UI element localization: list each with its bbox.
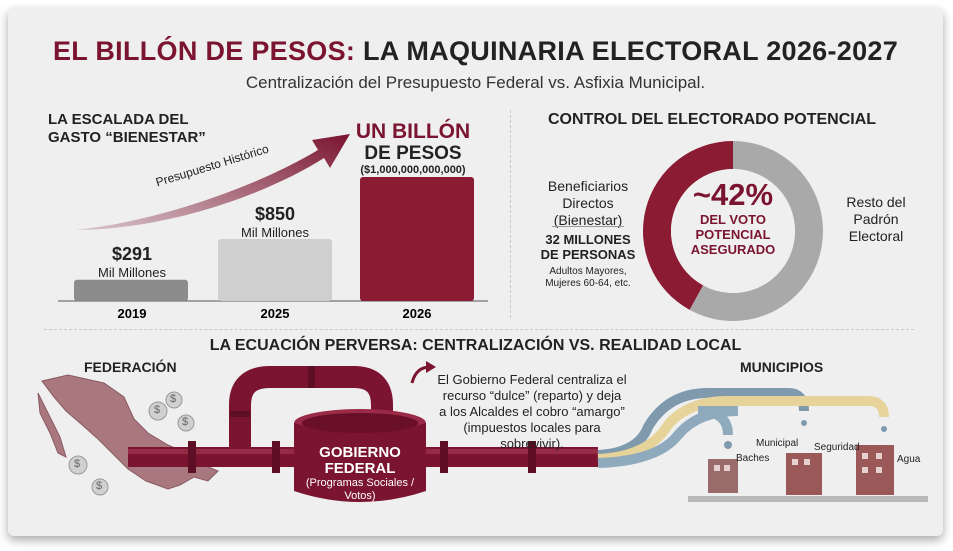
municipal-pipe-blue-2 — [597, 406, 739, 468]
bar-2019 — [74, 279, 188, 301]
federation-label: FEDERACIÓN — [84, 359, 177, 375]
beneficiaries-label: Beneficiarios Directos (Bienestar) — [547, 178, 629, 228]
bar-2026 — [360, 177, 474, 301]
section-divider-vertical — [510, 110, 511, 318]
spending-bar-chart — [58, 177, 488, 302]
page-subtitle: Centralización del Presupuesto Federal v… — [245, 73, 706, 92]
spending-heading: LA ESCALADA DEL GASTO “BIENESTAR” — [48, 111, 206, 146]
federal-tank — [294, 423, 426, 502]
donut-hole — [671, 169, 795, 293]
coin-symbol: $ — [154, 404, 161, 416]
federal-tank-label: GOBIERNO FEDERAL (Programas Sociales / V… — [305, 444, 415, 503]
year-2026: 2026 — [402, 306, 432, 321]
beneficiaries-note: Adultos Mayores, Mujeres 60-64, etc. — [545, 266, 631, 289]
centralization-note: El Gobierno Federal centraliza el recurso… — [437, 372, 627, 451]
historic-budget-arrow — [74, 134, 350, 230]
water-drop-icons — [724, 420, 887, 449]
crumbling-building-icons — [708, 445, 894, 495]
electorate-donut-chart — [643, 141, 823, 321]
bar-2019-label: $291 Mil Millones — [98, 244, 166, 280]
pipeline-illustration — [37, 361, 928, 502]
coin-symbol: $ — [96, 480, 103, 492]
infographic-card: EL BILLÓN DE PESOS: LA MAQUINARIA ELECTO… — [8, 8, 943, 536]
municipal-pipe-yellow — [597, 396, 889, 464]
potholes-label: Baches — [736, 453, 770, 464]
municipal-label: Municipal — [756, 438, 799, 449]
bar-2026-label: UN BILLÓN DE PESOS ($1,000,000,000,000) — [355, 120, 471, 177]
municipalities-label: MUNICIPIOS — [740, 359, 824, 375]
donut-slice-beneficiaries — [643, 141, 733, 310]
year-2019: 2019 — [117, 306, 147, 321]
year-2025: 2025 — [260, 306, 290, 321]
bar-2025 — [218, 239, 332, 301]
beneficiaries-count: 32 MILLONES DE PERSONAS — [540, 232, 636, 262]
beneficiaries-rule — [552, 226, 624, 227]
bar-2025-label: $850 Mil Millones — [241, 204, 309, 240]
coin-symbol: $ — [74, 458, 81, 470]
section-divider-horizontal — [44, 329, 914, 330]
coin-symbol: $ — [182, 416, 189, 428]
water-label: Agua — [897, 454, 921, 465]
rest-of-roll-label: Resto del Padrón Electoral — [846, 194, 906, 244]
peso-coin-icons — [68, 391, 195, 496]
page-title: EL BILLÓN DE PESOS: LA MAQUINARIA ELECTO… — [52, 36, 899, 66]
equation-heading: LA ECUACIÓN PERVERSA: CENTRALIZACIÓN VS.… — [209, 337, 742, 354]
electorate-heading: CONTROL DEL ELECTORADO POTENCIAL — [548, 111, 877, 128]
coin-symbol: $ — [170, 393, 177, 405]
security-label: Seguridad — [814, 442, 860, 453]
donut-slice-rest — [689, 141, 823, 321]
pipe-flanges — [188, 366, 536, 473]
donut-center-label: ~42% DEL VOTO POTENCIAL ASEGURADO — [690, 177, 776, 258]
